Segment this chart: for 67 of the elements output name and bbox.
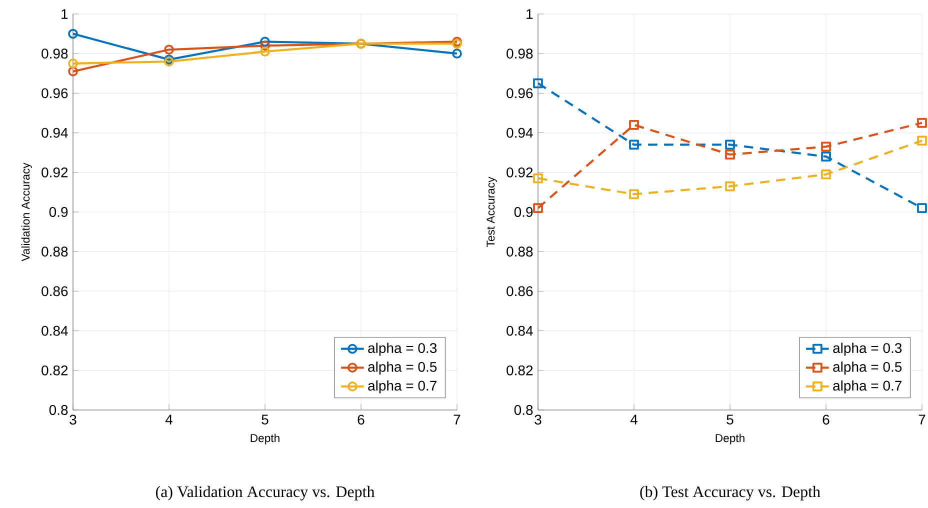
point bbox=[260, 46, 270, 57]
point bbox=[725, 181, 735, 192]
legend-label: alpha = 0.3 bbox=[368, 342, 437, 356]
point bbox=[821, 152, 831, 162]
point bbox=[68, 66, 78, 76]
point bbox=[533, 203, 543, 213]
x-axis-title: Depth bbox=[250, 434, 280, 444]
point bbox=[164, 44, 174, 55]
x-tick-label: 5 bbox=[726, 414, 734, 424]
y-tick-label: 0.98 bbox=[42, 48, 68, 59]
point bbox=[629, 140, 639, 150]
y-tick-label: 0.82 bbox=[42, 365, 68, 376]
y-tick-label: 0.9 bbox=[514, 207, 533, 217]
point bbox=[68, 58, 78, 68]
point bbox=[452, 48, 462, 59]
point bbox=[917, 203, 927, 213]
y-tick-label: 1 bbox=[526, 9, 533, 19]
x-tick-label: 4 bbox=[165, 414, 172, 424]
x-tick-label: 7 bbox=[454, 414, 460, 424]
x-tick-label: 6 bbox=[358, 414, 364, 425]
y-tick-label: 0.86 bbox=[506, 286, 533, 296]
y-tick-label: 0.8 bbox=[49, 405, 68, 415]
y-tick-label: 0.9 bbox=[49, 207, 68, 217]
point bbox=[725, 150, 735, 160]
y-tick-label: 0.94 bbox=[506, 128, 533, 138]
y-axis-title: Validation Accuracy bbox=[21, 162, 32, 262]
y-tick-label: 0.88 bbox=[42, 246, 68, 257]
x-tick-label: 3 bbox=[534, 414, 542, 425]
x-tick-label: 3 bbox=[70, 414, 76, 425]
x-tick-label: 4 bbox=[630, 414, 638, 424]
point bbox=[629, 189, 639, 200]
point bbox=[821, 142, 831, 152]
legend-label: alpha = 0.3 bbox=[833, 342, 902, 356]
y-tick-label: 0.92 bbox=[42, 167, 68, 178]
y-tick-label: 1 bbox=[62, 9, 68, 19]
y-tick-label: 0.86 bbox=[42, 286, 68, 296]
legend-label: alpha = 0.5 bbox=[833, 362, 902, 375]
x-tick-label: 6 bbox=[822, 414, 830, 425]
x-axis-title: Depth bbox=[716, 434, 744, 444]
legend-label: alpha = 0.7 bbox=[833, 380, 902, 394]
point bbox=[533, 173, 543, 184]
y-tick-label: 0.84 bbox=[506, 326, 533, 336]
x-tick-label: 5 bbox=[262, 414, 268, 424]
y-axis-title: Test Accuracy bbox=[486, 176, 497, 248]
point bbox=[917, 136, 927, 146]
x-tick-label: 7 bbox=[918, 414, 926, 424]
y-tick-label: 0.82 bbox=[506, 365, 533, 376]
text: (b) Test Accuracy vs. Depth bbox=[640, 486, 820, 500]
y-tick-label: 0.96 bbox=[42, 88, 68, 98]
y-tick-label: 0.92 bbox=[506, 167, 533, 178]
y-tick-label: 0.8 bbox=[514, 405, 533, 415]
legend-label: alpha = 0.7 bbox=[368, 380, 436, 394]
point bbox=[260, 40, 270, 51]
y-tick-label: 0.98 bbox=[506, 48, 533, 59]
point bbox=[68, 28, 78, 39]
y-tick-label: 0.94 bbox=[42, 128, 68, 138]
y-tick-label: 0.88 bbox=[506, 246, 533, 257]
legend-label: alpha = 0.5 bbox=[368, 362, 437, 375]
point bbox=[533, 78, 543, 88]
y-tick-label: 0.96 bbox=[506, 88, 533, 98]
y-tick-label: 0.84 bbox=[42, 326, 68, 336]
point bbox=[821, 169, 831, 180]
point bbox=[629, 120, 639, 130]
point bbox=[725, 140, 735, 150]
text: (a) Validation Accuracy vs. Depth bbox=[156, 486, 375, 500]
point bbox=[260, 36, 270, 47]
point bbox=[917, 118, 927, 128]
